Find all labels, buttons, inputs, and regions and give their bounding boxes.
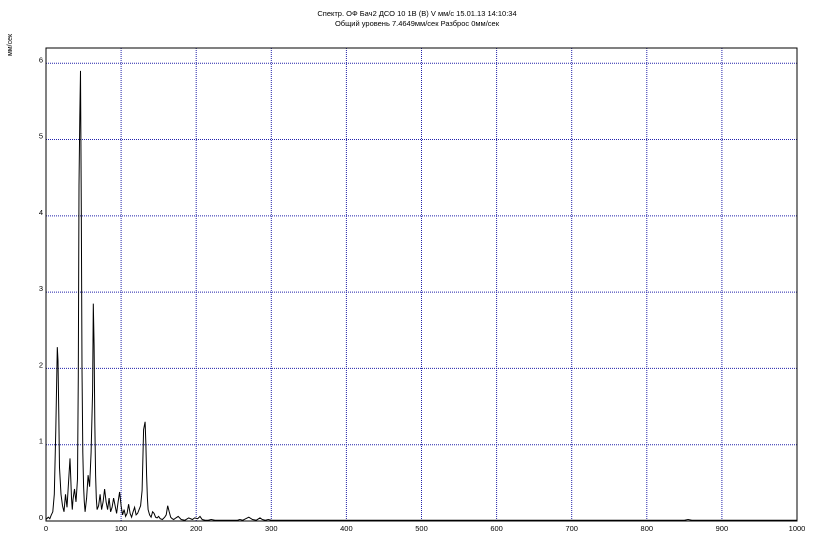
x-tick-label: 900 (716, 524, 729, 533)
x-tick-label: 100 (115, 524, 128, 533)
chart-title-block: Спектр. ОФ Бач2 ДСО 10 1В (В) V мм/с 15.… (0, 9, 834, 28)
y-tick-label: 3 (39, 284, 43, 293)
y-tick-label: 4 (39, 208, 43, 217)
x-tick-label: 200 (190, 524, 203, 533)
x-tick-label: 600 (490, 524, 503, 533)
y-axis: 0 1 2 3 4 5 6 (39, 55, 43, 522)
y-tick-label: 2 (39, 360, 43, 369)
chart-title: Спектр. ОФ Бач2 ДСО 10 1В (В) V мм/с 15.… (317, 9, 517, 18)
x-tick-label: 400 (340, 524, 353, 533)
y-tick-label: 0 (39, 513, 43, 522)
x-tick-label: 0 (44, 524, 48, 533)
x-axis: 0 100 200 300 400 500 600 700 800 900 1000 (44, 524, 805, 533)
x-tick-label: 700 (565, 524, 578, 533)
x-tick-label: 500 (415, 524, 428, 533)
x-tick-label: 300 (265, 524, 278, 533)
spectrum-line (45, 70, 797, 521)
grid (46, 48, 797, 521)
y-tick-label: 1 (39, 437, 43, 446)
x-tick-label: 800 (641, 524, 654, 533)
y-tick-label: 5 (39, 132, 43, 141)
x-tick-label: 1000 (789, 524, 806, 533)
plot-frame (45, 47, 798, 522)
y-tick-label: 6 (39, 55, 43, 64)
chart-subtitle: Общий уровень 7.4649мм/сек Разброс 0мм/с… (334, 18, 500, 28)
